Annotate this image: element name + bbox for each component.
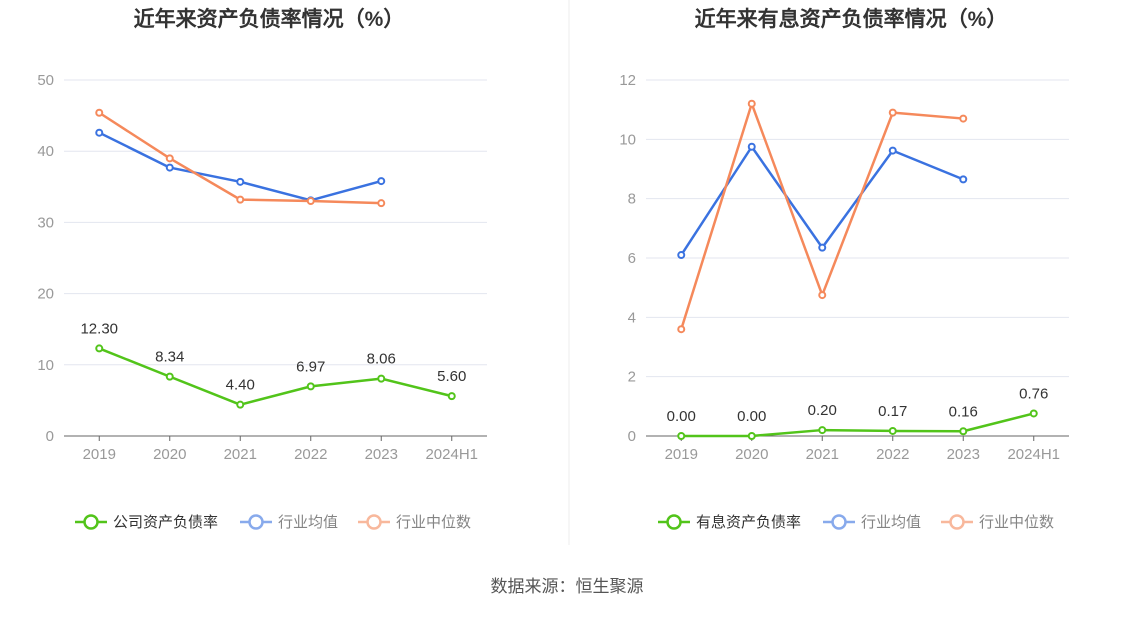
- data-point-median: [236, 195, 245, 204]
- data-label: 4.40: [226, 377, 255, 394]
- data-point-avg: [888, 146, 897, 155]
- legend-item-avg: 行业均值: [240, 514, 338, 531]
- data-point-avg: [747, 142, 756, 151]
- legend-label: 行业中位数: [396, 514, 471, 531]
- x-tick-label: 2023: [365, 446, 398, 463]
- data-point-median: [888, 108, 897, 117]
- data-label: 0.76: [1019, 385, 1048, 402]
- y-tick-label: 4: [628, 309, 636, 326]
- data-point-median: [677, 325, 686, 334]
- chart-panel-1: 近年来资产负债率情况（%） 0 10 20 30 40 50 2019 2020 2021 2022…: [37, 7, 487, 531]
- data-point-median: [959, 114, 968, 123]
- data-point-median: [306, 197, 315, 206]
- y-tick-label: 2: [628, 369, 636, 386]
- data-point-avg: [236, 177, 245, 186]
- legend-marker: [949, 514, 965, 530]
- data-point-company: [818, 426, 827, 435]
- y-tick-label: 0: [46, 428, 54, 445]
- x-tick-label: 2021: [224, 446, 257, 463]
- series-line-avg: [680, 145, 964, 256]
- data-label: 8.06: [367, 351, 396, 368]
- data-point-company: [236, 400, 245, 409]
- data-point-company: [447, 392, 456, 401]
- series-line-avg: [98, 131, 382, 202]
- data-point-company: [1029, 409, 1038, 418]
- y-tick-label: 8: [628, 191, 636, 208]
- legend-item-median: 行业中位数: [941, 514, 1054, 531]
- data-point-company: [95, 344, 104, 353]
- data-point-company: [377, 374, 386, 383]
- data-point-avg: [165, 163, 174, 172]
- data-label: 0.00: [737, 408, 766, 425]
- x-tick-label: 2020: [153, 446, 186, 463]
- legend-marker: [83, 514, 99, 530]
- data-point-avg: [959, 175, 968, 184]
- legend-item-company: 公司资产负债率: [75, 514, 218, 531]
- y-tick-label: 0: [628, 428, 636, 445]
- series-line-company: [98, 347, 453, 406]
- data-point-avg: [377, 177, 386, 186]
- legend-marker: [366, 514, 382, 530]
- y-tick-label: 30: [37, 214, 54, 231]
- legend-item-median: 行业中位数: [358, 514, 471, 531]
- data-label: 0.20: [808, 402, 837, 419]
- data-label: 0.00: [667, 408, 696, 425]
- legend-item-avg: 行业均值: [823, 514, 921, 531]
- x-tick-label: 2019: [83, 446, 116, 463]
- x-tick-label: 2024H1: [425, 446, 478, 463]
- legend-marker: [248, 514, 264, 530]
- y-tick-label: 10: [37, 357, 54, 374]
- data-label: 12.30: [80, 320, 118, 337]
- data-point-company: [677, 432, 686, 440]
- x-tick-label: 2020: [735, 446, 768, 463]
- data-label: 6.97: [296, 358, 325, 375]
- chart-panel-2: 近年来有息资产负债率情况（%） 0 2 4 6 8 10 12 2019 2020 2021 2022…: [619, 7, 1069, 531]
- legend-item-company: 有息资产负债率: [658, 514, 801, 531]
- y-tick-label: 40: [37, 143, 54, 160]
- data-point-median: [818, 291, 827, 300]
- y-tick-label: 50: [37, 72, 54, 89]
- data-point-avg: [677, 251, 686, 260]
- x-tick-label: 2022: [876, 446, 909, 463]
- x-tick-label: 2019: [665, 446, 698, 463]
- series-line-median: [98, 111, 382, 205]
- y-tick-label: 6: [628, 250, 636, 267]
- legend-label: 行业均值: [278, 514, 338, 531]
- data-source: 数据来源：恒生聚源: [491, 577, 644, 596]
- data-point-avg: [95, 128, 104, 137]
- legend-label: 行业均值: [861, 514, 921, 531]
- data-point-company: [165, 372, 174, 381]
- data-point-median: [747, 99, 756, 108]
- legend-label: 有息资产负债率: [696, 514, 801, 531]
- data-label: 5.60: [437, 368, 466, 385]
- data-point-median: [165, 154, 174, 163]
- data-point-company: [747, 432, 756, 440]
- legend-marker: [666, 514, 682, 530]
- data-label: 8.34: [155, 349, 184, 366]
- x-tick-label: 2023: [947, 446, 980, 463]
- data-point-company: [306, 382, 315, 391]
- data-point-median: [377, 199, 386, 208]
- y-tick-label: 10: [619, 131, 636, 148]
- legend-marker: [831, 514, 847, 530]
- legend-label: 公司资产负债率: [113, 514, 218, 531]
- data-point-median: [95, 108, 104, 117]
- data-point-avg: [818, 243, 827, 252]
- chart-title: 近年来有息资产负债率情况（%）: [695, 7, 1008, 31]
- data-label: 0.17: [878, 403, 907, 420]
- data-point-company: [888, 426, 897, 435]
- x-tick-label: 2022: [294, 446, 327, 463]
- x-tick-label: 2021: [806, 446, 839, 463]
- y-tick-label: 20: [37, 286, 54, 303]
- data-point-company: [959, 427, 968, 436]
- chart-title: 近年来资产负债率情况（%）: [134, 7, 405, 31]
- legend-label: 行业中位数: [979, 514, 1054, 531]
- series-line-company: [681, 412, 1035, 438]
- y-tick-label: 12: [619, 72, 636, 89]
- x-tick-label: 2024H1: [1007, 446, 1060, 463]
- data-label: 0.16: [949, 403, 978, 420]
